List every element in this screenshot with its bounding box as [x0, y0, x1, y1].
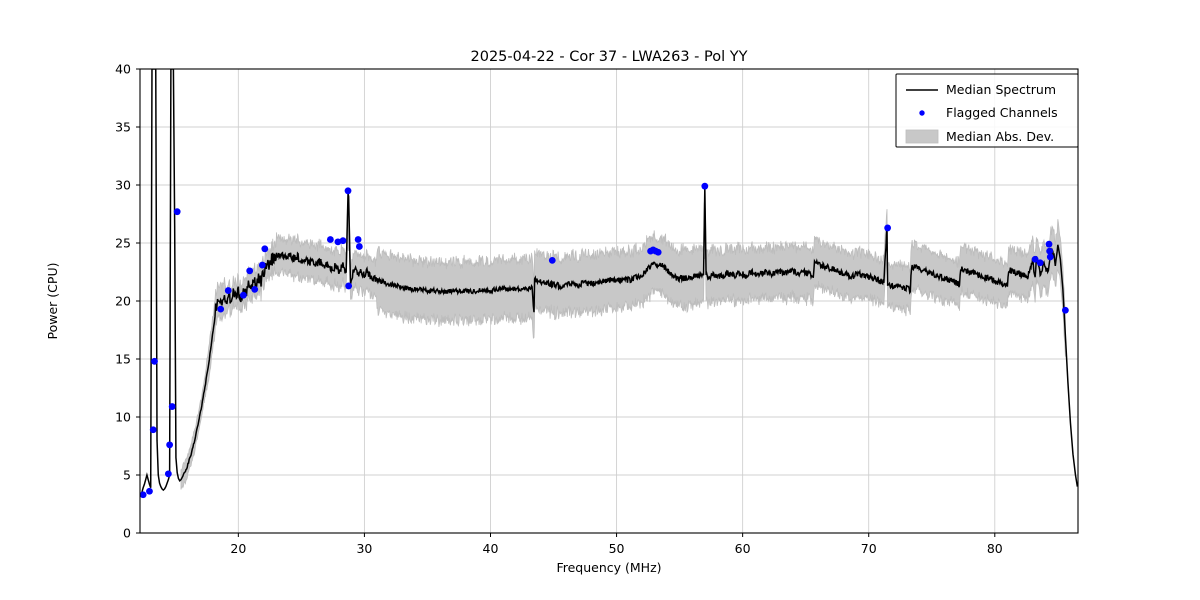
legend-label-median-spectrum: Median Spectrum — [946, 82, 1056, 97]
legend-band-swatch — [905, 129, 939, 144]
flagged-channels-layer — [140, 182, 1069, 499]
flagged-channel-point — [151, 357, 158, 365]
flagged-channel-point — [1061, 306, 1069, 314]
legend-box — [895, 73, 1079, 148]
legend-label-median-abs-dev: Median Abs. Dev. — [946, 129, 1054, 144]
flagged-channel-point — [168, 403, 176, 410]
y-tick-label: 35 — [115, 120, 131, 135]
legend-label-flagged-channels: Flagged Channels — [946, 105, 1058, 120]
y-tick-label: 25 — [115, 236, 131, 251]
x-axis-label: Frequency (MHz) — [556, 560, 661, 575]
y-tick-label: 30 — [115, 178, 131, 193]
legend[interactable]: Median Spectrum Flagged Channels Median … — [895, 73, 1079, 148]
y-tick-label: 15 — [115, 352, 131, 367]
flagged-channel-point — [344, 187, 352, 195]
flagged-channel-point — [339, 237, 347, 245]
flagged-channel-point — [1046, 247, 1054, 255]
x-tick-label: 40 — [483, 541, 499, 556]
flagged-channel-point — [548, 257, 556, 264]
flagged-channel-point — [1045, 240, 1053, 248]
flagged-channel-point — [1031, 255, 1039, 263]
flagged-channel-point — [261, 245, 269, 253]
y-tick-label: 20 — [115, 294, 131, 309]
x-tick-label: 80 — [987, 541, 1003, 556]
y-axis-label: Power (CPU) — [45, 263, 60, 340]
flagged-channel-point — [246, 267, 254, 275]
flagged-channel-point — [140, 491, 147, 499]
x-tick-label: 60 — [735, 541, 751, 556]
x-tick-label: 70 — [861, 541, 877, 556]
flagged-channel-point — [258, 261, 266, 269]
plot-title: 2025-04-22 - Cor 37 - LWA263 - Pol YY — [471, 49, 748, 65]
tick-labels-layer: 20 30 40 50 60 70 80 0 5 10 15 20 25 30 35 40 — [115, 62, 1003, 557]
y-tick-label: 0 — [123, 526, 131, 541]
y-tick-label: 40 — [115, 62, 131, 77]
flagged-channel-point — [149, 426, 157, 434]
flagged-channel-point — [1036, 259, 1044, 267]
flagged-channel-point — [701, 182, 709, 190]
flagged-channel-point — [224, 287, 232, 294]
x-tick-label: 50 — [609, 541, 625, 556]
flagged-channel-point — [173, 208, 181, 216]
flagged-channel-point — [654, 248, 662, 256]
x-tick-label: 20 — [230, 541, 246, 556]
flagged-channel-point — [239, 291, 247, 299]
median-spectrum-line — [140, 69, 1078, 496]
flagged-channel-point — [166, 441, 174, 449]
flagged-channel-point — [146, 487, 153, 495]
flagged-channel-point — [217, 305, 225, 313]
flagged-channel-point — [164, 470, 172, 478]
flagged-channel-point — [326, 236, 334, 243]
flagged-channel-point — [1046, 253, 1054, 261]
flagged-channel-point — [354, 236, 362, 243]
flagged-channel-point — [251, 286, 259, 293]
flagged-channel-point — [345, 282, 353, 290]
y-tick-label: 5 — [123, 468, 131, 483]
flagged-channel-point — [355, 243, 363, 250]
flagged-channel-point — [884, 224, 892, 232]
legend-dot-swatch — [919, 110, 925, 116]
x-tick-label: 30 — [356, 541, 372, 556]
y-tick-label: 10 — [115, 410, 131, 425]
